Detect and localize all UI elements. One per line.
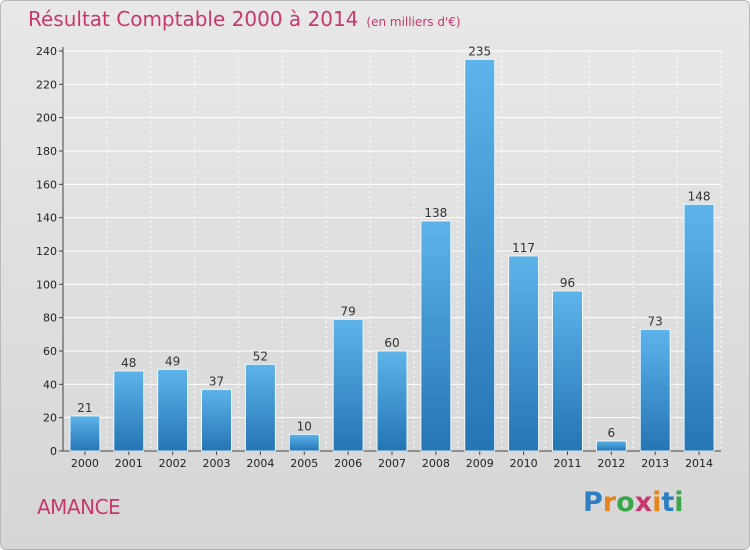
data-label-2003: 37 <box>209 374 224 388</box>
bar-2005 <box>288 433 320 452</box>
data-label-2010: 117 <box>512 241 535 255</box>
x-tick-label-2013: 2013 <box>641 457 669 470</box>
data-label-2014: 148 <box>688 189 711 203</box>
logo-letter: i <box>674 487 684 518</box>
y-tick-label: 140 <box>36 212 57 225</box>
bar-2007 <box>376 350 408 452</box>
bar-2013 <box>639 328 671 452</box>
chart-title: Résultat Comptable 2000 à 2014 (en millie… <box>28 7 461 31</box>
data-label-2004: 52 <box>253 349 268 363</box>
x-tick-label-2008: 2008 <box>422 457 450 470</box>
bar-2002 <box>157 368 188 452</box>
data-label-2002: 49 <box>165 354 180 368</box>
bar-2011 <box>552 290 583 452</box>
y-tick-label: 120 <box>36 245 57 258</box>
data-label-2008: 138 <box>424 206 447 220</box>
y-tick-label: 160 <box>36 178 57 191</box>
y-tick-label: 20 <box>43 412 57 425</box>
logo-letter: i <box>652 487 662 518</box>
x-tick-label-2007: 2007 <box>378 457 406 470</box>
proxiti-logo: Proxiti <box>583 487 684 518</box>
x-tick-label-2000: 2000 <box>71 457 99 470</box>
bar-2000 <box>69 415 101 452</box>
x-tick-label-2006: 2006 <box>334 457 362 470</box>
x-tick-label-2011: 2011 <box>553 457 581 470</box>
data-label-2006: 79 <box>340 304 355 318</box>
x-tick-label-2005: 2005 <box>290 457 318 470</box>
y-tick-label: 180 <box>36 145 57 158</box>
x-tick-label-2001: 2001 <box>115 457 143 470</box>
bar-2012 <box>596 440 627 452</box>
commune-name: AMANCE <box>37 495 121 519</box>
data-label-2005: 10 <box>297 419 312 433</box>
bar-2006 <box>332 318 364 452</box>
logo-letter: P <box>583 487 603 518</box>
x-tick-label-2010: 2010 <box>510 457 538 470</box>
bar-2003 <box>201 388 232 452</box>
y-tick-label: 240 <box>36 45 57 58</box>
logo-letter: x <box>634 487 653 518</box>
y-tick-label: 80 <box>43 312 57 325</box>
y-tick-label: 0 <box>50 445 57 458</box>
logo-letter: r <box>602 487 617 518</box>
y-tick-label: 60 <box>43 345 57 358</box>
logo-letter: t <box>661 487 675 518</box>
bar-2001 <box>113 370 145 452</box>
bar-2010 <box>508 255 539 452</box>
data-label-2007: 60 <box>384 336 399 350</box>
data-labels: 21 48 49 37 52 10 79 60 138 235 117 96 6 73 148 <box>77 44 710 440</box>
data-label-2009: 235 <box>468 44 491 58</box>
logo-letter: o <box>616 487 635 518</box>
data-label-2013: 73 <box>648 314 663 328</box>
x-tick-label-2014: 2014 <box>685 457 713 470</box>
x-tick-label-2009: 2009 <box>466 457 494 470</box>
bars <box>69 58 715 452</box>
bar-2008 <box>420 220 452 452</box>
chart-title-text: Résultat Comptable 2000 à 2014 <box>28 7 359 31</box>
x-tick-label-2012: 2012 <box>597 457 625 470</box>
chart-unit: (en milliers d'€) <box>366 15 461 29</box>
data-label-2011: 96 <box>560 276 575 290</box>
data-label-2012: 6 <box>608 426 616 440</box>
x-tick-label-2002: 2002 <box>159 457 187 470</box>
axes: 0 20 40 60 80 100 120 140 160 180 200 220 240 2000 200… <box>36 45 721 470</box>
bar-2009 <box>464 58 496 452</box>
bar-2004 <box>245 363 276 452</box>
y-tick-label: 100 <box>36 278 57 291</box>
data-label-2001: 48 <box>121 356 136 370</box>
x-tick-label-2004: 2004 <box>246 457 274 470</box>
data-label-2000: 21 <box>77 401 92 415</box>
bar-2014 <box>683 203 715 452</box>
y-tick-label: 200 <box>36 112 57 125</box>
x-tick-label-2003: 2003 <box>203 457 231 470</box>
y-tick-label: 220 <box>36 78 57 91</box>
y-tick-label: 40 <box>43 378 57 391</box>
